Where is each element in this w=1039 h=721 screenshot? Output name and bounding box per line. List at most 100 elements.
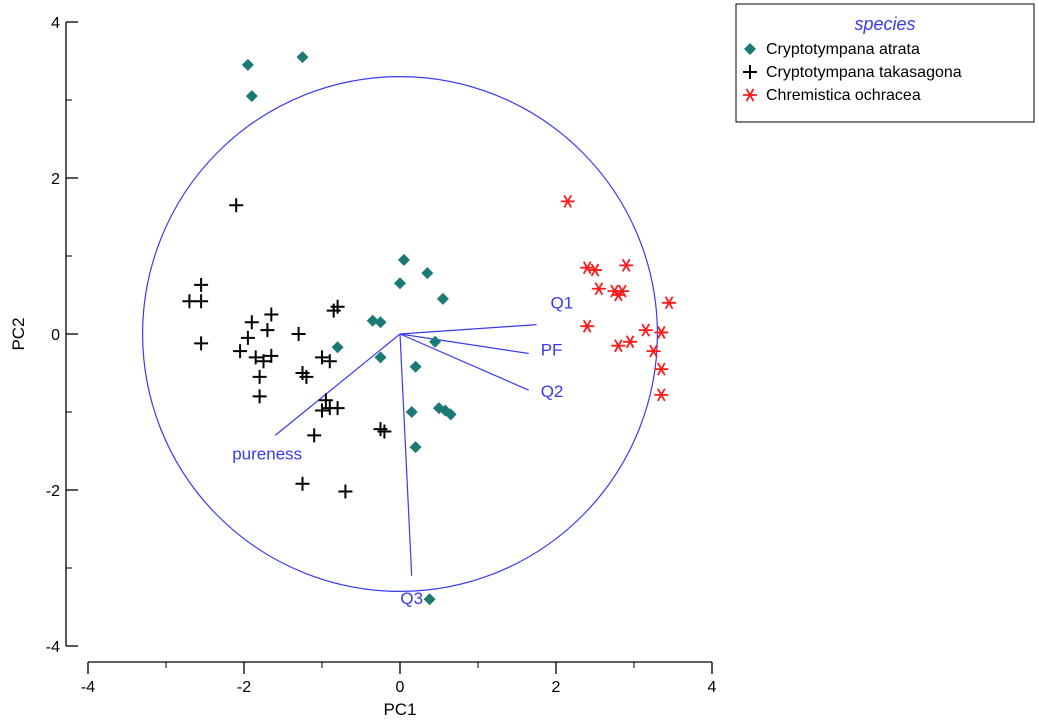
data-point bbox=[638, 323, 653, 337]
data-point bbox=[182, 294, 197, 309]
vector-label-q2: Q2 bbox=[541, 382, 564, 401]
circle-layer bbox=[142, 76, 658, 592]
data-point bbox=[248, 350, 263, 365]
data-point bbox=[429, 335, 442, 348]
data-point bbox=[295, 476, 310, 491]
data-point bbox=[623, 335, 638, 349]
data-point bbox=[405, 406, 418, 418]
data-point bbox=[444, 408, 457, 421]
data-point bbox=[654, 325, 669, 339]
y-tick-label: 0 bbox=[51, 327, 60, 344]
data-point bbox=[409, 360, 422, 373]
data-point bbox=[338, 484, 353, 499]
axes: -4 -2 0 2 4 -4 -2 0 2 4 bbox=[46, 15, 717, 696]
x-tick-label: -4 bbox=[81, 679, 95, 696]
data-point bbox=[256, 354, 271, 369]
data-point bbox=[326, 303, 341, 318]
data-point bbox=[423, 593, 436, 606]
legend-box bbox=[735, 3, 1035, 123]
data-point bbox=[421, 267, 434, 280]
data-point bbox=[654, 362, 669, 376]
data-point bbox=[591, 282, 606, 296]
data-point bbox=[240, 330, 255, 345]
loading-vector-pureness bbox=[274, 333, 401, 436]
data-point bbox=[580, 319, 595, 333]
data-point bbox=[260, 323, 275, 338]
data-point bbox=[315, 350, 329, 365]
data-point bbox=[366, 314, 379, 327]
data-point bbox=[619, 258, 634, 272]
vector-label-q1: Q1 bbox=[551, 294, 574, 313]
loading-vector-q1 bbox=[399, 324, 537, 335]
legend-marker bbox=[743, 88, 757, 102]
x-tick-label: 0 bbox=[396, 679, 405, 696]
x-tick-label: 4 bbox=[708, 679, 717, 696]
data-point bbox=[194, 277, 209, 292]
data-point bbox=[409, 441, 422, 454]
data-point bbox=[318, 393, 333, 408]
data-point bbox=[252, 389, 267, 404]
data-point bbox=[654, 388, 669, 402]
legend-marker bbox=[743, 65, 757, 79]
correlation-circle bbox=[142, 76, 658, 592]
data-point bbox=[397, 253, 410, 266]
data-points bbox=[182, 51, 677, 606]
data-point bbox=[229, 198, 244, 213]
data-point bbox=[241, 58, 254, 71]
x-axis-title: PC1 bbox=[383, 700, 416, 719]
data-point bbox=[233, 344, 248, 359]
data-point bbox=[244, 315, 259, 330]
data-point bbox=[322, 354, 337, 369]
loading-vector-q2 bbox=[399, 333, 529, 391]
x-tick-label: -2 bbox=[237, 679, 251, 696]
legend-items: Cryptotympana atrata Cryptotympana takasa… bbox=[743, 41, 962, 104]
data-point bbox=[291, 327, 306, 341]
vector-label-pf: PF bbox=[541, 341, 563, 360]
data-point bbox=[394, 277, 406, 290]
data-point bbox=[580, 261, 595, 275]
data-point bbox=[330, 401, 345, 416]
data-point bbox=[194, 294, 209, 309]
y-tick-label: 2 bbox=[51, 171, 60, 188]
data-point bbox=[194, 336, 209, 351]
loading-vector-q3 bbox=[399, 333, 413, 576]
data-point bbox=[307, 428, 322, 443]
y-tick-label: -4 bbox=[46, 639, 60, 656]
series-2 bbox=[182, 198, 392, 499]
data-point bbox=[662, 296, 677, 310]
data-point bbox=[588, 263, 602, 277]
legend-title: species bbox=[854, 14, 915, 34]
data-point bbox=[331, 341, 344, 354]
data-point bbox=[436, 292, 449, 305]
data-point bbox=[611, 288, 626, 302]
loading-vector-pf bbox=[399, 333, 529, 355]
data-point bbox=[264, 307, 279, 322]
data-point bbox=[245, 90, 258, 103]
vector-label-q3: Q3 bbox=[400, 589, 423, 608]
data-point bbox=[299, 369, 314, 384]
series-3 bbox=[560, 194, 677, 402]
legend-entry: Cryptotympana atrata bbox=[766, 41, 920, 58]
legend: species Cryptotympana atrataCryptotympan… bbox=[735, 3, 1035, 123]
data-point bbox=[374, 351, 387, 364]
vector-label-pureness: pureness bbox=[232, 444, 302, 463]
y-tick-label: 4 bbox=[51, 15, 60, 32]
data-point bbox=[252, 369, 267, 384]
data-point bbox=[374, 316, 387, 329]
series-1 bbox=[241, 51, 457, 606]
legend-marker bbox=[744, 43, 756, 55]
data-point bbox=[264, 348, 279, 363]
data-point bbox=[296, 51, 309, 64]
y-tick-label: -2 bbox=[46, 483, 60, 500]
data-point bbox=[377, 424, 392, 439]
x-tick-label: 2 bbox=[552, 679, 561, 696]
data-point bbox=[315, 403, 329, 418]
legend-entry: Chremistica ochracea bbox=[766, 87, 921, 104]
loading-vectors: Q1 PF Q2 pureness Q3 bbox=[232, 294, 573, 608]
data-point bbox=[560, 194, 575, 208]
y-axis-title: PC2 bbox=[9, 317, 28, 350]
legend-entry: Cryptotympana takasagona bbox=[766, 64, 962, 81]
data-point bbox=[646, 344, 661, 358]
data-point bbox=[611, 339, 626, 353]
